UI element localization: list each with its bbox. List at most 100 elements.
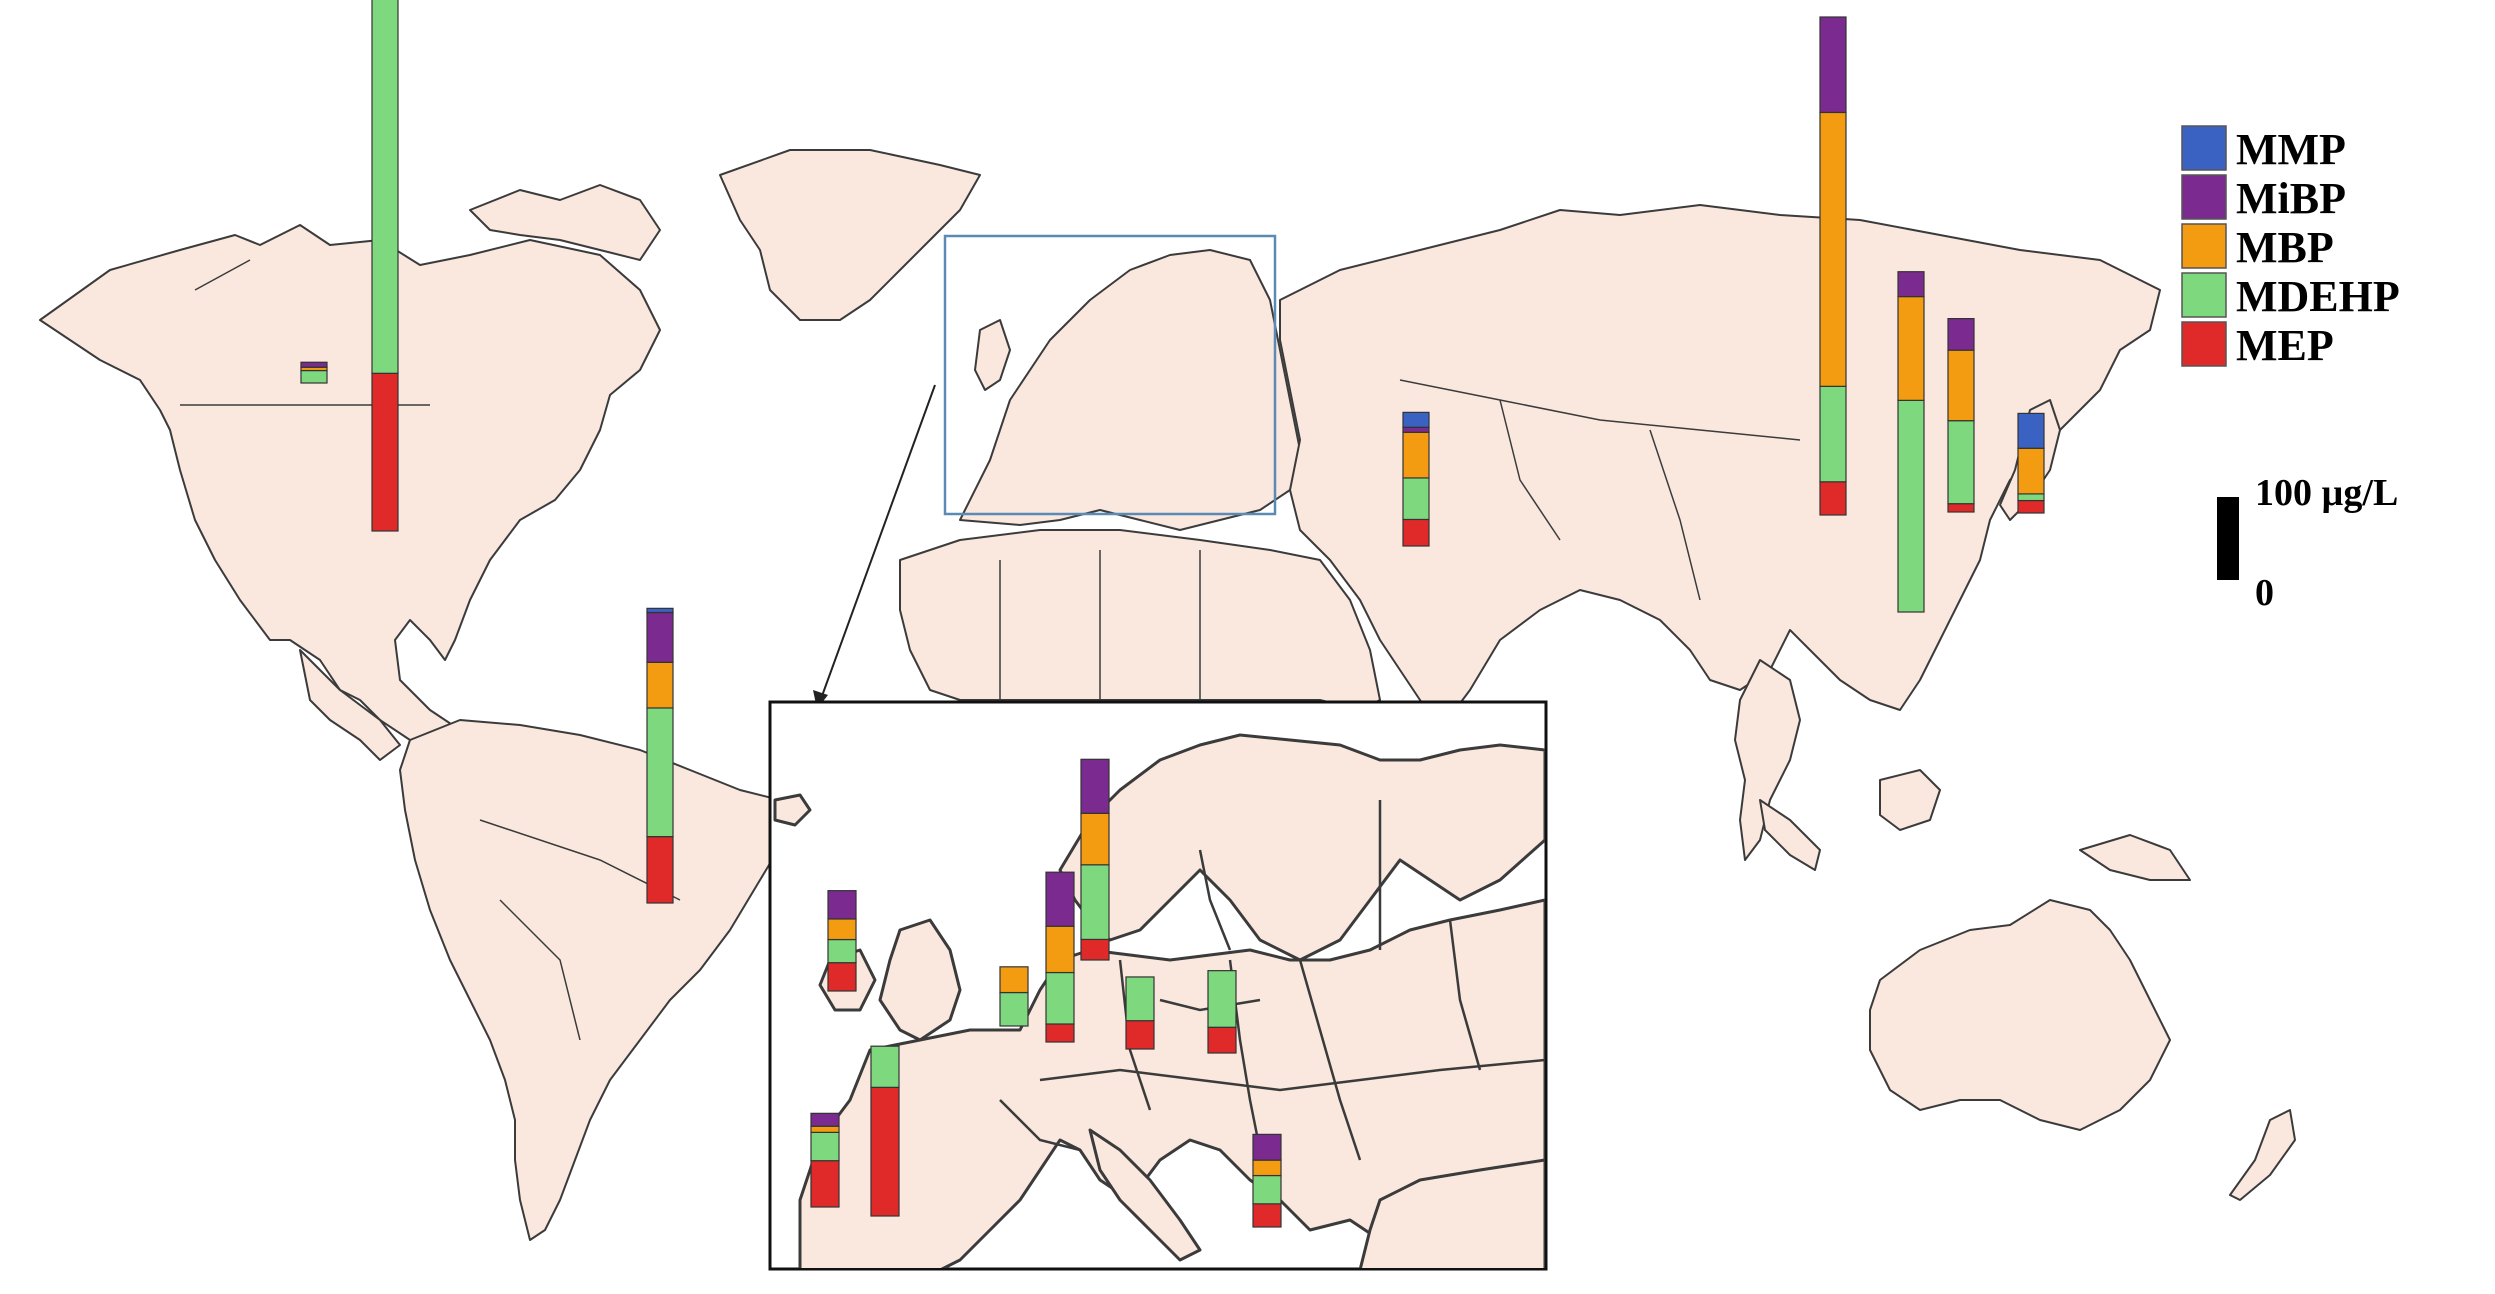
bar-europe-belgium bbox=[999, 966, 1029, 1027]
bar-segment-denmark-mep bbox=[1045, 1023, 1075, 1043]
inset-turkey-africa bbox=[1358, 1158, 1545, 1268]
southeast-asia-peninsula bbox=[1734, 659, 1801, 861]
inset-borders bbox=[999, 800, 1545, 1161]
bar-segment-denmark-mbp bbox=[1045, 925, 1075, 974]
bar-segment-iran-mdehp bbox=[1402, 477, 1430, 521]
bar-segment-south-korea-mdehp bbox=[1947, 420, 1975, 505]
bar-segment-norway-mibp bbox=[1080, 758, 1110, 814]
bar-segment-belgium-mbp bbox=[999, 966, 1029, 994]
legend-swatch-mmp bbox=[2181, 125, 2227, 171]
north-america-landmass bbox=[39, 224, 661, 771]
bar-segment-brazil-mibp bbox=[646, 611, 674, 663]
bar-segment-japan-mdehp bbox=[2017, 493, 2045, 502]
bar-world-brazil bbox=[646, 607, 674, 904]
bar-segment-china-east--mdehp bbox=[1897, 399, 1925, 613]
borneo-island bbox=[1879, 769, 1941, 831]
legend-swatch-mbp bbox=[2181, 223, 2227, 269]
inset-iceland bbox=[773, 793, 812, 827]
legend-label-mmp: MMP bbox=[2236, 125, 2346, 174]
central-america-landmass bbox=[299, 649, 401, 761]
bar-segment-poland-mep bbox=[1207, 1026, 1237, 1054]
stacked-bars bbox=[300, 0, 2045, 1228]
bar-world-south-korea bbox=[1947, 318, 1975, 513]
bar-europe-portugal bbox=[810, 1112, 840, 1208]
bar-segment-spain-mep bbox=[870, 1086, 900, 1217]
bar-segment-usa-mdehp bbox=[371, 0, 399, 374]
bar-europe-denmark bbox=[1045, 871, 1075, 1043]
inset-border-7 bbox=[1198, 849, 1232, 951]
bar-segment-greece-mep bbox=[1252, 1203, 1282, 1228]
bar-world-china-east- bbox=[1897, 271, 1925, 613]
scale-bar: 100 µg/L 0 bbox=[2217, 472, 2398, 614]
australia-landmass bbox=[1869, 899, 2171, 1131]
inset-border-3 bbox=[1298, 959, 1362, 1161]
bar-segment-portugal-mdehp bbox=[810, 1131, 840, 1162]
bar-segment-canada-mdehp bbox=[300, 369, 328, 384]
bar-world-iran bbox=[1402, 411, 1430, 547]
bar-segment-south-korea-mbp bbox=[1947, 349, 1975, 422]
africa-landmass bbox=[899, 529, 1381, 711]
bar-segment-china-north--mdehp bbox=[1819, 385, 1847, 483]
bar-segment-ireland-mibp bbox=[827, 890, 857, 920]
new-zealand-islands bbox=[2229, 1109, 2296, 1201]
legend-label-mibp: MiBP bbox=[2236, 174, 2346, 223]
bar-segment-poland-mdehp bbox=[1207, 970, 1237, 1028]
asia-landmass bbox=[1279, 204, 2161, 731]
inset-italy bbox=[1088, 1128, 1202, 1262]
bar-segment-china-north--mep bbox=[1819, 481, 1847, 516]
canadian-arctic-islands bbox=[469, 184, 661, 261]
bar-segment-norway-mbp bbox=[1080, 812, 1110, 866]
bar-segment-ireland-mep bbox=[827, 962, 857, 992]
legend-swatch-mdehp bbox=[2181, 272, 2227, 318]
bar-europe-norway bbox=[1080, 758, 1110, 961]
bar-europe-ireland bbox=[827, 890, 857, 992]
asia-border-3 bbox=[1649, 429, 1701, 601]
inset-border-5 bbox=[999, 1099, 1081, 1152]
inset-border-2 bbox=[1118, 959, 1152, 1111]
legend-swatch-mep bbox=[2181, 321, 2227, 367]
bar-world-japan bbox=[2017, 412, 2045, 514]
scale-bottom-label: 0 bbox=[2255, 572, 2274, 614]
legend-label-mep: MEP bbox=[2236, 321, 2334, 370]
europe-focus-box bbox=[943, 234, 1277, 516]
bar-segment-norway-mep bbox=[1080, 938, 1110, 961]
bar-segment-iran-mibp bbox=[1402, 426, 1430, 433]
inset-border-4 bbox=[1039, 1058, 1545, 1092]
bar-segment-ireland-mbp bbox=[827, 918, 857, 941]
bar-segment-czech-republic-mdehp bbox=[1125, 976, 1155, 1022]
new-guinea-island bbox=[2079, 834, 2191, 881]
bar-world-usa bbox=[371, 0, 399, 532]
bar-segment-portugal-mbp bbox=[810, 1125, 840, 1133]
bar-segment-greece-mibp bbox=[1252, 1133, 1282, 1161]
bar-segment-greece-mdehp bbox=[1252, 1174, 1282, 1205]
bar-segment-japan-mbp bbox=[2017, 447, 2045, 495]
bar-segment-china-north--mibp bbox=[1819, 16, 1847, 114]
bar-segment-portugal-mep bbox=[810, 1160, 840, 1208]
bar-europe-poland bbox=[1207, 970, 1237, 1054]
bar-europe-greece bbox=[1252, 1133, 1282, 1228]
legend-label-mdehp: MDEHP bbox=[2236, 272, 2400, 321]
bar-world-canada bbox=[300, 361, 328, 384]
inset-mainland-europe bbox=[798, 898, 1545, 1268]
greenland-landmass bbox=[719, 149, 981, 321]
bar-segment-norway-mdehp bbox=[1080, 864, 1110, 941]
bar-segment-greece-mbp bbox=[1252, 1159, 1282, 1177]
country-borders bbox=[180, 259, 1801, 1041]
bar-segment-czech-republic-mep bbox=[1125, 1020, 1155, 1050]
bar-segment-iran-mmp bbox=[1402, 411, 1430, 428]
south-america-landmass bbox=[399, 719, 791, 1241]
inset-british-isles bbox=[878, 918, 962, 1042]
bar-segment-brazil-mdehp bbox=[646, 707, 674, 838]
bar-segment-china-east--mibp bbox=[1897, 271, 1925, 298]
world-landmasses bbox=[39, 149, 2296, 1241]
bar-segment-iran-mep bbox=[1402, 518, 1430, 547]
bar-segment-iran-mbp bbox=[1402, 431, 1430, 479]
bar-segment-south-korea-mibp bbox=[1947, 318, 1975, 351]
bar-segment-ireland-mdehp bbox=[827, 938, 857, 964]
asia-border-2 bbox=[1499, 399, 1561, 541]
europe-landmass bbox=[959, 249, 1301, 531]
bar-europe-spain bbox=[870, 1045, 900, 1217]
legend-label-mbp: MBP bbox=[2236, 223, 2334, 272]
bar-segment-south-korea-mep bbox=[1947, 503, 1975, 513]
